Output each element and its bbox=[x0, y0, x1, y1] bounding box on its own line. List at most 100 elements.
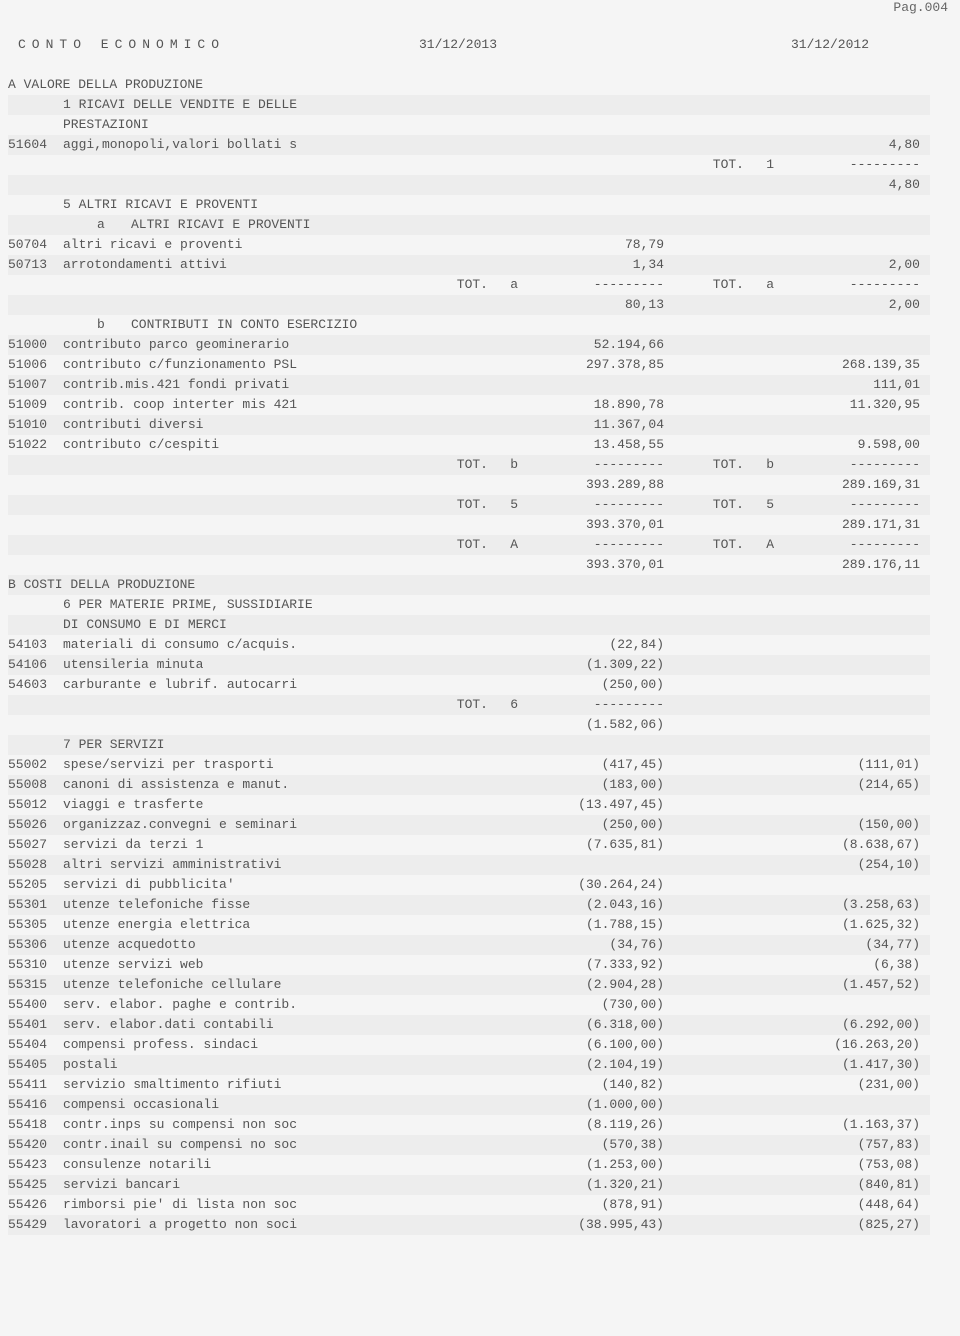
value-2012 bbox=[780, 655, 930, 675]
total-code: 6 bbox=[488, 695, 524, 715]
value-2013: (6.100,00) bbox=[524, 1035, 694, 1055]
value-2012: 9.598,00 bbox=[780, 435, 930, 455]
value-2012: (8.638,67) bbox=[780, 835, 930, 855]
account-desc: serv. elabor. paghe e contrib. bbox=[63, 995, 428, 1015]
value-2013: (7.333,92) bbox=[524, 955, 694, 975]
value-2012: (214,65) bbox=[780, 775, 930, 795]
value-2012: (231,00) bbox=[780, 1075, 930, 1095]
account-code: 55028 bbox=[8, 855, 63, 875]
value-2013: 52.194,66 bbox=[524, 335, 694, 355]
subtotal-2012: 4,80 bbox=[780, 175, 930, 195]
value-2012: (1.163,37) bbox=[780, 1115, 930, 1135]
account-code: 51007 bbox=[8, 375, 63, 395]
account-desc: viaggi e trasferte bbox=[63, 795, 428, 815]
account-code: 51000 bbox=[8, 335, 63, 355]
value-2013: 297.378,85 bbox=[524, 355, 694, 375]
account-desc: consulenze notarili bbox=[63, 1155, 428, 1175]
subtotal-2012 bbox=[780, 715, 930, 735]
total-label: TOT. bbox=[694, 275, 744, 295]
value-2013: 1,34 bbox=[524, 255, 694, 275]
account-code: 54103 bbox=[8, 635, 63, 655]
report-title: CONTO ECONOMICO bbox=[8, 35, 358, 55]
section-b6-title2: DI CONSUMO E DI MERCI bbox=[63, 615, 930, 635]
section-a5a-title: ALTRI RICAVI E PROVENTI bbox=[117, 215, 930, 235]
value-2013: (1.309,22) bbox=[524, 655, 694, 675]
account-desc: aggi,monopoli,valori bollati s bbox=[63, 135, 428, 155]
account-desc: servizio smaltimento rifiuti bbox=[63, 1075, 428, 1095]
total-code bbox=[744, 695, 780, 715]
account-desc: contr.inail su compensi no soc bbox=[63, 1135, 428, 1155]
value-2012: 4,80 bbox=[780, 135, 930, 155]
account-code: 55305 bbox=[8, 915, 63, 935]
total-label: TOT. bbox=[694, 455, 744, 475]
total-code: A bbox=[744, 535, 780, 555]
account-desc: postali bbox=[63, 1055, 428, 1075]
account-desc: contributo c/cespiti bbox=[63, 435, 428, 455]
account-desc: utenze energia elettrica bbox=[63, 915, 428, 935]
subtotal-2013: 393.289,88 bbox=[524, 475, 694, 495]
value-2013: (1.000,00) bbox=[524, 1095, 694, 1115]
total-label: TOT. bbox=[428, 535, 488, 555]
column-2013: 31/12/2013 bbox=[358, 35, 558, 55]
account-code: 55423 bbox=[8, 1155, 63, 1175]
account-code: 55405 bbox=[8, 1055, 63, 1075]
report-page: CONTO ECONOMICO 31/12/2013 31/12/2012 A … bbox=[0, 15, 960, 1275]
value-2013: (570,38) bbox=[524, 1135, 694, 1155]
value-2013: (13.497,45) bbox=[524, 795, 694, 815]
account-desc: contrib. coop interter mis 421 bbox=[63, 395, 428, 415]
value-2012 bbox=[780, 995, 930, 1015]
account-desc: contributo parco geominerario bbox=[63, 335, 428, 355]
account-desc: materiali di consumo c/acquis. bbox=[63, 635, 428, 655]
total-label: TOT. bbox=[428, 455, 488, 475]
total-code: a bbox=[488, 275, 524, 295]
value-2013: 18.890,78 bbox=[524, 395, 694, 415]
subtotal-2013: 80,13 bbox=[524, 295, 694, 315]
value-2012: 11.320,95 bbox=[780, 395, 930, 415]
section-a5b-title: CONTRIBUTI IN CONTO ESERCIZIO bbox=[117, 315, 930, 335]
account-code: 55310 bbox=[8, 955, 63, 975]
subtotal-2012: 289.176,11 bbox=[780, 555, 930, 575]
value-2013: (878,91) bbox=[524, 1195, 694, 1215]
value-2012 bbox=[780, 235, 930, 255]
value-2013: 78,79 bbox=[524, 235, 694, 255]
section-a1-title2: PRESTAZIONI bbox=[63, 115, 930, 135]
value-2013: (1.320,21) bbox=[524, 1175, 694, 1195]
account-code: 54106 bbox=[8, 655, 63, 675]
account-code: 50713 bbox=[8, 255, 63, 275]
account-desc: servizi da terzi 1 bbox=[63, 835, 428, 855]
value-2012 bbox=[780, 675, 930, 695]
account-code: 51009 bbox=[8, 395, 63, 415]
value-2012: 2,00 bbox=[780, 255, 930, 275]
account-desc: organizzaz.convegni e seminari bbox=[63, 815, 428, 835]
section-a1-title: 1 RICAVI DELLE VENDITE E DELLE bbox=[63, 95, 930, 115]
value-2012: (1.625,32) bbox=[780, 915, 930, 935]
account-desc: utenze telefoniche fisse bbox=[63, 895, 428, 915]
value-2013: (1.253,00) bbox=[524, 1155, 694, 1175]
account-code: 55315 bbox=[8, 975, 63, 995]
account-desc: altri ricavi e proventi bbox=[63, 235, 428, 255]
account-code: 50704 bbox=[8, 235, 63, 255]
value-2012: (448,64) bbox=[780, 1195, 930, 1215]
subtotal-2012: 289.169,31 bbox=[780, 475, 930, 495]
account-code: 51006 bbox=[8, 355, 63, 375]
account-code: 55411 bbox=[8, 1075, 63, 1095]
value-2012 bbox=[780, 795, 930, 815]
value-2012: (3.258,63) bbox=[780, 895, 930, 915]
value-2012: (6,38) bbox=[780, 955, 930, 975]
account-code: 51604 bbox=[8, 135, 63, 155]
value-2013: (250,00) bbox=[524, 675, 694, 695]
account-code: 51010 bbox=[8, 415, 63, 435]
value-2013: (2.043,16) bbox=[524, 895, 694, 915]
separator: --------- bbox=[780, 495, 930, 515]
separator bbox=[780, 695, 930, 715]
value-2012: (753,08) bbox=[780, 1155, 930, 1175]
account-desc: contrib.mis.421 fondi privati bbox=[63, 375, 428, 395]
value-2013 bbox=[524, 855, 694, 875]
value-2012: (1.457,52) bbox=[780, 975, 930, 995]
section-b7-title: 7 PER SERVIZI bbox=[63, 735, 930, 755]
account-code: 55027 bbox=[8, 835, 63, 855]
value-2012: (1.417,30) bbox=[780, 1055, 930, 1075]
value-2013: (6.318,00) bbox=[524, 1015, 694, 1035]
account-code: 54603 bbox=[8, 675, 63, 695]
value-2012: (111,01) bbox=[780, 755, 930, 775]
